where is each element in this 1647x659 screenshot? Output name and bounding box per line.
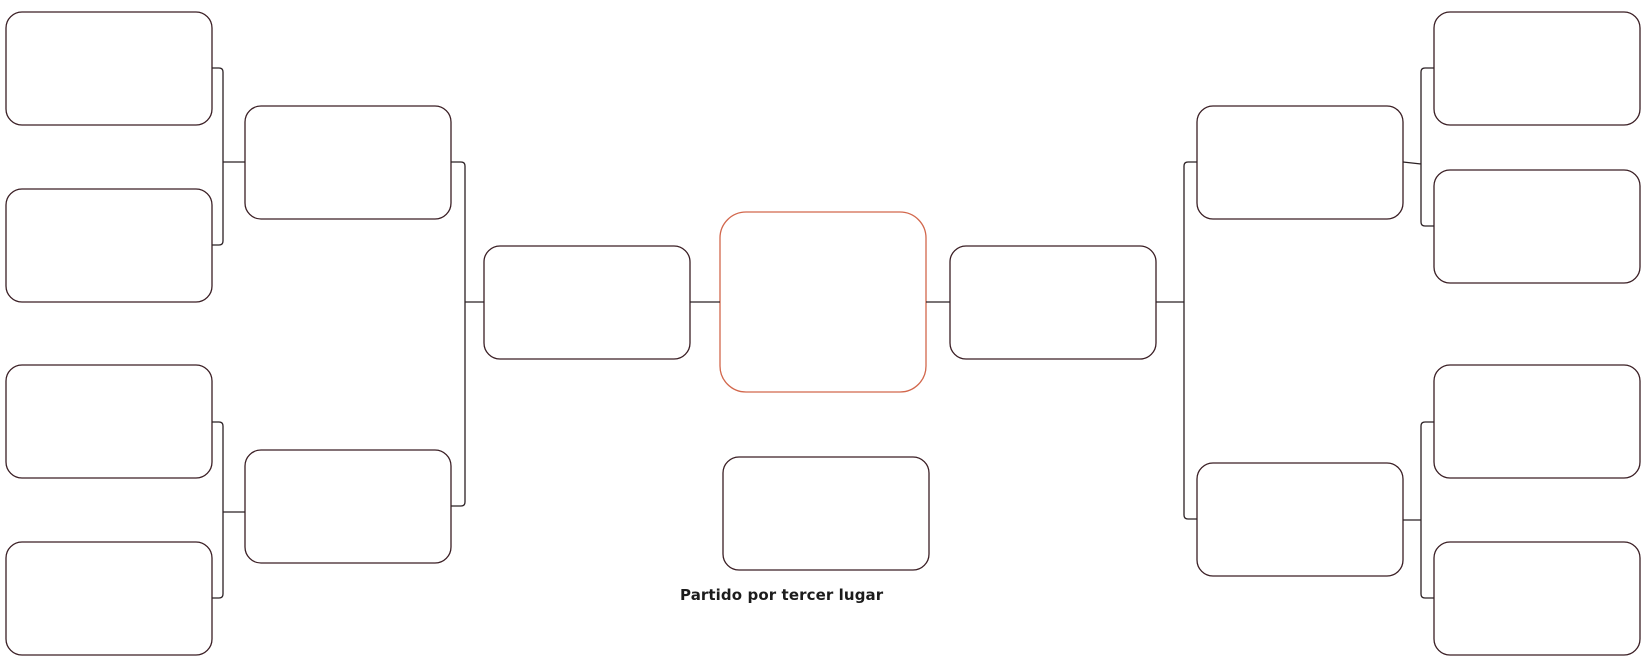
connector-left-r1-bottom xyxy=(212,421,245,599)
connector-left-r2 xyxy=(451,161,484,507)
left-round1-slot-2[interactable] xyxy=(5,188,213,303)
left-round2-slot-1[interactable] xyxy=(244,105,452,220)
left-round2-slot-2[interactable] xyxy=(244,449,452,564)
left-round1-slot-4[interactable] xyxy=(5,541,213,656)
connector-right-r1-bottom xyxy=(1403,421,1434,599)
third-place-label: Partido por tercer lugar xyxy=(680,586,884,604)
left-round1-slot-3[interactable] xyxy=(5,364,213,479)
left-semifinal-slot[interactable] xyxy=(483,245,691,360)
connector-right-r1-top xyxy=(1402,67,1434,227)
right-round2-slot-1[interactable] xyxy=(1196,105,1404,220)
connector-right-r2 xyxy=(1156,161,1197,520)
right-round1-slot-4[interactable] xyxy=(1433,541,1641,656)
right-round1-slot-3[interactable] xyxy=(1433,364,1641,479)
left-round1-slot-1[interactable] xyxy=(5,11,213,126)
right-round1-slot-1[interactable] xyxy=(1433,11,1641,126)
third-place-slot[interactable] xyxy=(722,456,930,571)
connector-left-r1-top xyxy=(212,67,245,246)
right-round1-slot-2[interactable] xyxy=(1433,169,1641,284)
final-slot[interactable] xyxy=(719,211,927,393)
right-round2-slot-2[interactable] xyxy=(1196,462,1404,577)
right-semifinal-slot[interactable] xyxy=(949,245,1157,360)
